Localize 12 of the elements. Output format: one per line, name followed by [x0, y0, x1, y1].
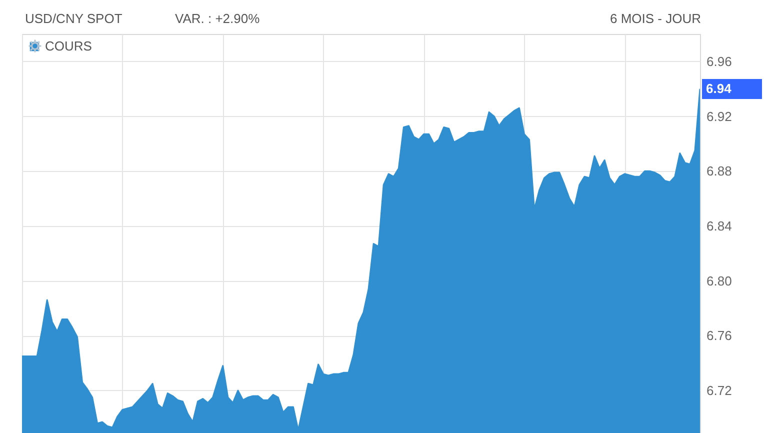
y-tick-label: 6.84 [706, 218, 732, 234]
chart-title: USD/CNY SPOT [25, 11, 122, 26]
y-tick-label: 6.92 [706, 108, 732, 124]
chart-subtitle: VAR. : +2.90% [175, 11, 260, 26]
y-tick-label: 6.76 [706, 328, 732, 344]
text: 6 MOIS - JOUR [610, 11, 701, 26]
y-tick-label: 6.80 [706, 273, 732, 288]
y-tick-label: 6.72 [706, 382, 732, 398]
y-tick-label: 6.96 [706, 54, 732, 69]
text: 6.94 [702, 79, 762, 99]
legend-label: COURS [45, 38, 92, 54]
y-tick-label: 6.88 [706, 164, 732, 179]
